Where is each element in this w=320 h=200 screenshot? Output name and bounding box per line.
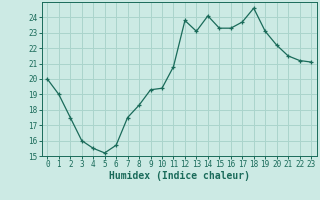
X-axis label: Humidex (Indice chaleur): Humidex (Indice chaleur) [109,171,250,181]
